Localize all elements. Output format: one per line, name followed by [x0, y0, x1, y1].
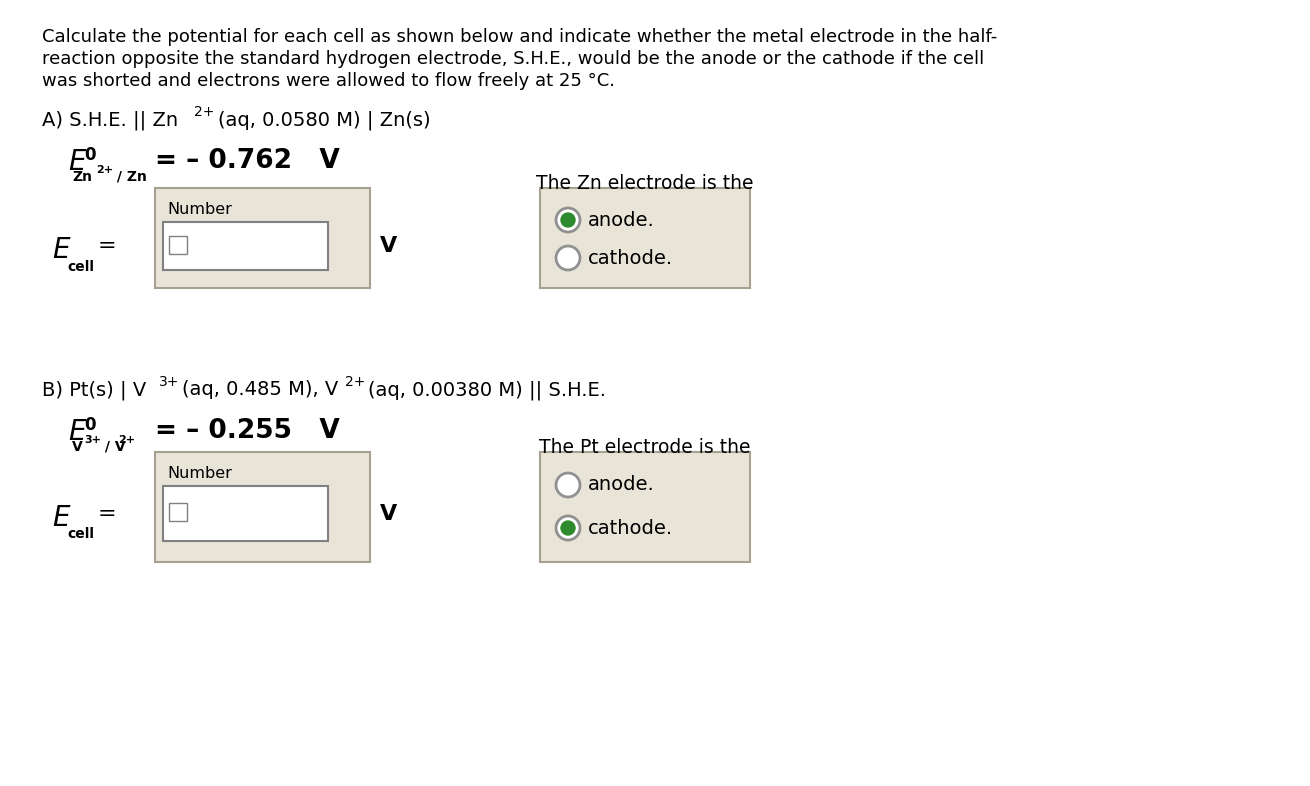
Text: cell: cell: [67, 527, 94, 542]
Text: Calculate the potential for each cell as shown below and indicate whether the me: Calculate the potential for each cell as…: [42, 28, 997, 46]
Text: = – 0.762   V: = – 0.762 V: [155, 148, 339, 174]
Text: / Zn: / Zn: [111, 170, 147, 184]
Circle shape: [561, 521, 575, 535]
Text: B) Pt(s) | V: B) Pt(s) | V: [42, 380, 147, 399]
Circle shape: [555, 473, 580, 497]
Text: $\mathit{E}$: $\mathit{E}$: [68, 418, 88, 446]
FancyBboxPatch shape: [540, 452, 751, 562]
Text: / V: / V: [100, 440, 126, 454]
Text: $\mathit{E}$: $\mathit{E}$: [52, 504, 72, 531]
Text: was shorted and electrons were allowed to flow freely at 25 °C.: was shorted and electrons were allowed t…: [42, 72, 614, 90]
Text: reaction opposite the standard hydrogen electrode, S.H.E., would be the anode or: reaction opposite the standard hydrogen …: [42, 50, 984, 68]
Text: (aq, 0.0580 M) | Zn(s): (aq, 0.0580 M) | Zn(s): [217, 110, 431, 130]
Text: anode.: anode.: [588, 211, 655, 230]
Text: cell: cell: [67, 260, 94, 274]
Text: V: V: [380, 504, 397, 523]
Circle shape: [555, 208, 580, 232]
Text: The Zn electrode is the: The Zn electrode is the: [536, 174, 753, 193]
FancyBboxPatch shape: [169, 236, 187, 254]
Text: 3+: 3+: [84, 435, 101, 445]
Text: = – 0.255   V: = – 0.255 V: [155, 418, 339, 444]
Text: Number: Number: [166, 466, 232, 481]
Text: anode.: anode.: [588, 476, 655, 494]
Text: The Pt electrode is the: The Pt electrode is the: [540, 438, 751, 457]
FancyBboxPatch shape: [540, 188, 751, 288]
Text: $\mathbf{0}$: $\mathbf{0}$: [84, 146, 97, 164]
Text: (aq, 0.485 M), V: (aq, 0.485 M), V: [182, 380, 338, 399]
Text: 2+: 2+: [118, 435, 135, 445]
Text: V: V: [380, 236, 397, 256]
FancyBboxPatch shape: [162, 222, 328, 270]
Text: Zn: Zn: [72, 170, 92, 184]
FancyBboxPatch shape: [155, 188, 369, 288]
Text: 2+: 2+: [96, 165, 113, 175]
Text: 3+: 3+: [159, 375, 179, 389]
Circle shape: [555, 246, 580, 270]
Text: $\mathit{E}$: $\mathit{E}$: [68, 148, 88, 176]
FancyBboxPatch shape: [169, 503, 187, 521]
FancyBboxPatch shape: [162, 486, 328, 541]
Text: (aq, 0.00380 M) || S.H.E.: (aq, 0.00380 M) || S.H.E.: [368, 380, 607, 399]
Text: =: =: [98, 504, 117, 523]
FancyBboxPatch shape: [155, 452, 369, 562]
Text: $\mathbf{0}$: $\mathbf{0}$: [84, 416, 97, 434]
Text: cathode.: cathode.: [588, 248, 673, 267]
Text: Number: Number: [166, 202, 232, 217]
Text: 2+: 2+: [194, 105, 215, 119]
Text: cathode.: cathode.: [588, 519, 673, 538]
Text: V: V: [72, 440, 83, 454]
Text: A) S.H.E. || Zn: A) S.H.E. || Zn: [42, 110, 178, 130]
Text: =: =: [98, 236, 117, 256]
Text: 2+: 2+: [345, 375, 365, 389]
Circle shape: [555, 516, 580, 540]
Circle shape: [561, 213, 575, 227]
Text: $\mathit{E}$: $\mathit{E}$: [52, 236, 72, 264]
